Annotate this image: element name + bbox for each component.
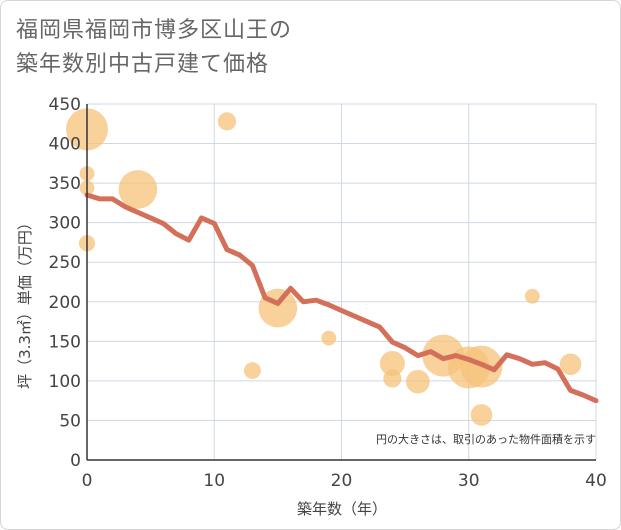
y-tick-label-300: 300 <box>49 214 81 234</box>
x-tick-label-40: 40 <box>585 471 607 491</box>
bubble-point-9 <box>379 350 405 376</box>
y-tick-label-250: 250 <box>49 253 81 273</box>
trend-line-series <box>84 192 599 404</box>
y-tick-label-450: 450 <box>49 95 81 115</box>
x-tick-label-10: 10 <box>203 471 225 491</box>
y-tick-label-200: 200 <box>49 293 81 313</box>
y-tick-labels: 0 50 100 150 200 250 300 350 400 450 <box>49 95 81 471</box>
chart-title-line1: 福岡県福岡市博多区山王の <box>16 18 293 43</box>
bubble-series <box>66 108 582 426</box>
x-tick-labels: 0 10 20 30 40 <box>82 471 607 491</box>
y-tick-label-400: 400 <box>49 135 81 155</box>
bubble-point-6 <box>244 362 261 380</box>
bubble-point-4 <box>118 170 158 209</box>
bubble-point-10 <box>383 369 402 388</box>
bubble-size-note: 円の大きさは、取引のあった物件面積を示す <box>376 432 596 446</box>
grid-lines <box>86 103 597 461</box>
y-tick-label-350: 350 <box>49 174 81 194</box>
chart-title: 福岡県福岡市博多区山王の 築年数別中古戸建て価格 <box>16 14 292 82</box>
x-tick-label-20: 20 <box>331 471 353 491</box>
bubble-point-11 <box>406 369 430 394</box>
bubble-point-8 <box>321 330 337 346</box>
y-tick-label-100: 100 <box>49 372 81 392</box>
x-axis-label: 築年数（年） <box>297 500 387 518</box>
x-tick-label-0: 0 <box>82 471 93 491</box>
average-price-line <box>84 192 599 404</box>
bubble-point-15 <box>470 404 493 426</box>
chart-title-line2: 築年数別中古戸建て価格 <box>16 52 270 77</box>
axes <box>86 104 596 461</box>
y-axis-label: 坪（3.3㎡）単価（万円） <box>16 215 34 389</box>
x-tick-label-30: 30 <box>458 471 480 491</box>
bubble-point-17 <box>559 353 582 376</box>
y-tick-label-0: 0 <box>70 451 81 471</box>
y-tick-label-50: 50 <box>59 411 81 431</box>
y-tick-label-150: 150 <box>49 332 81 352</box>
bubble-point-5 <box>217 112 237 131</box>
bubble-point-16 <box>524 288 540 304</box>
